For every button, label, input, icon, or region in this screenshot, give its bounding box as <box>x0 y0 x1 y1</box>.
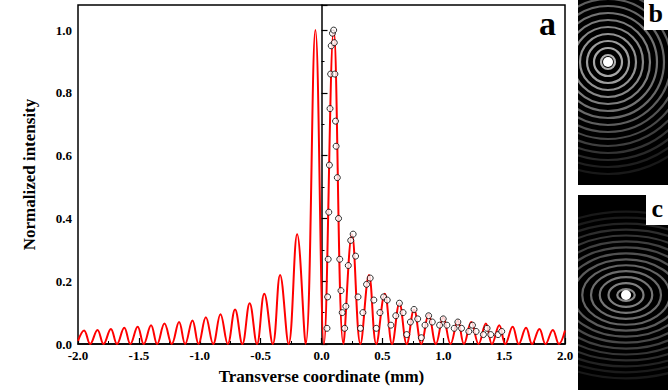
svg-text:0.5: 0.5 <box>374 348 391 363</box>
svg-text:0.6: 0.6 <box>56 148 73 163</box>
svg-text:Transverse coordinate (mm): Transverse coordinate (mm) <box>219 367 425 386</box>
svg-text:-1.5: -1.5 <box>129 348 150 363</box>
svg-text:-1.0: -1.0 <box>189 348 210 363</box>
svg-text:0.0: 0.0 <box>55 336 72 352</box>
html-text:c: c <box>651 194 663 223</box>
html-text:b: b <box>648 0 663 28</box>
svg-text:0.2: 0.2 <box>56 274 72 289</box>
svg-text:1.0: 1.0 <box>435 348 451 363</box>
svg-text:1.0: 1.0 <box>56 23 72 38</box>
svg-text:0.8: 0.8 <box>56 85 73 100</box>
svg-text:0.0: 0.0 <box>313 348 329 363</box>
svg-text:1.5: 1.5 <box>496 348 513 363</box>
svg-text:-2.0: -2.0 <box>68 348 89 363</box>
svg-text:2.0: 2.0 <box>557 348 573 363</box>
svg-text:Normalized intensity: Normalized intensity <box>20 98 39 250</box>
svg-text:0.4: 0.4 <box>56 211 73 226</box>
svg-text:a: a <box>539 5 556 42</box>
svg-text:-0.5: -0.5 <box>250 348 271 363</box>
